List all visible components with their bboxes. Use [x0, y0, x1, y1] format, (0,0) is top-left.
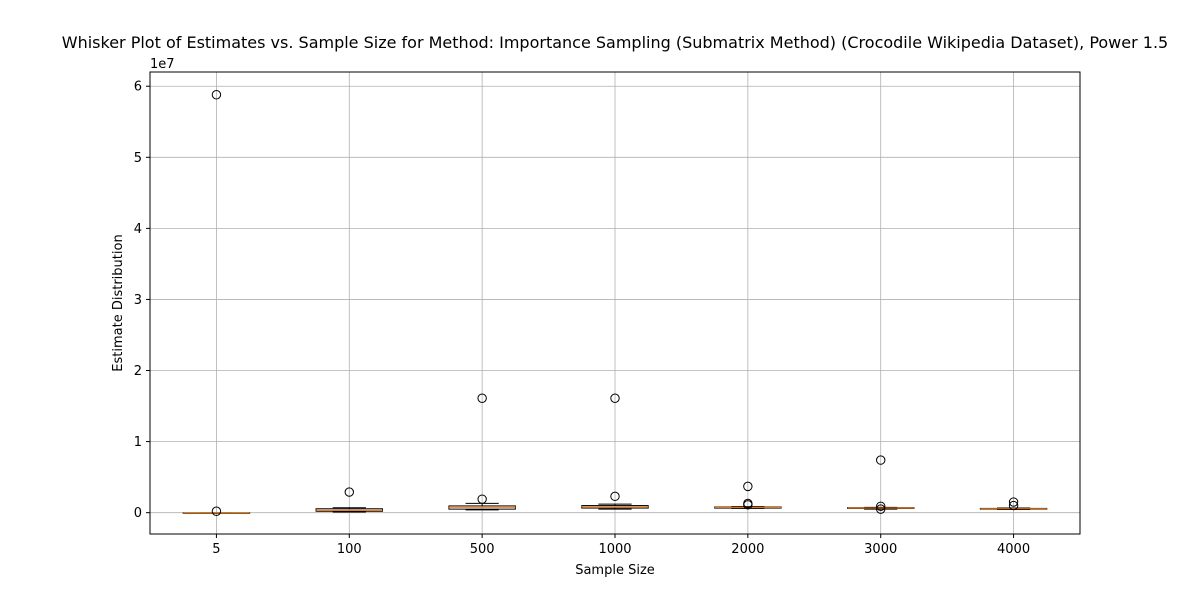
chart-title: Whisker Plot of Estimates vs. Sample Siz… — [62, 33, 1168, 52]
outlier-point — [743, 498, 753, 509]
y-axis-label: Estimate Distribution — [111, 234, 126, 371]
x-tick-label: 5 — [212, 542, 220, 557]
box-group-2000 — [714, 481, 782, 510]
grid — [150, 72, 1080, 534]
box-group-4000 — [979, 497, 1048, 511]
y-offset-label: 1e7 — [150, 57, 175, 72]
y-axis-ticks: 0 1 2 3 4 5 6 — [134, 80, 150, 521]
outlier-point — [743, 481, 753, 492]
box-group-3000 — [847, 455, 915, 514]
y-tick-label: 1 — [134, 435, 142, 450]
x-axis-ticks: 5 100 500 1000 2000 3000 4000 — [212, 534, 1030, 557]
y-tick-label: 4 — [134, 222, 142, 237]
outlier-point — [1008, 497, 1019, 507]
box-group-100 — [315, 487, 384, 513]
box-group-1000 — [581, 393, 649, 510]
outlier-point — [610, 393, 620, 403]
outlier-point — [876, 504, 886, 514]
outlier-point — [344, 487, 354, 497]
x-axis-label: Sample Size — [575, 563, 655, 578]
box-group-5 — [182, 90, 251, 516]
x-tick-label: 1000 — [598, 542, 631, 557]
x-tick-label: 3000 — [864, 542, 897, 557]
outlier-point — [876, 455, 886, 465]
outlier-point — [876, 501, 886, 511]
box-group-500 — [448, 393, 516, 511]
outlier-point — [477, 494, 487, 504]
x-tick-label: 500 — [470, 542, 495, 557]
x-tick-label: 2000 — [731, 542, 764, 557]
y-tick-label: 6 — [134, 80, 142, 95]
y-tick-label: 3 — [134, 293, 142, 308]
outlier-point — [211, 506, 222, 516]
y-tick-label: 2 — [134, 364, 142, 379]
y-tick-label: 0 — [134, 506, 142, 521]
x-tick-label: 100 — [337, 542, 362, 557]
outlier-point — [610, 491, 620, 502]
outlier-point — [211, 90, 222, 100]
outlier-point — [477, 393, 487, 403]
x-tick-label: 4000 — [997, 542, 1030, 557]
plot-area — [182, 90, 1048, 516]
y-tick-label: 5 — [134, 151, 142, 166]
outlier-point — [1008, 500, 1019, 511]
